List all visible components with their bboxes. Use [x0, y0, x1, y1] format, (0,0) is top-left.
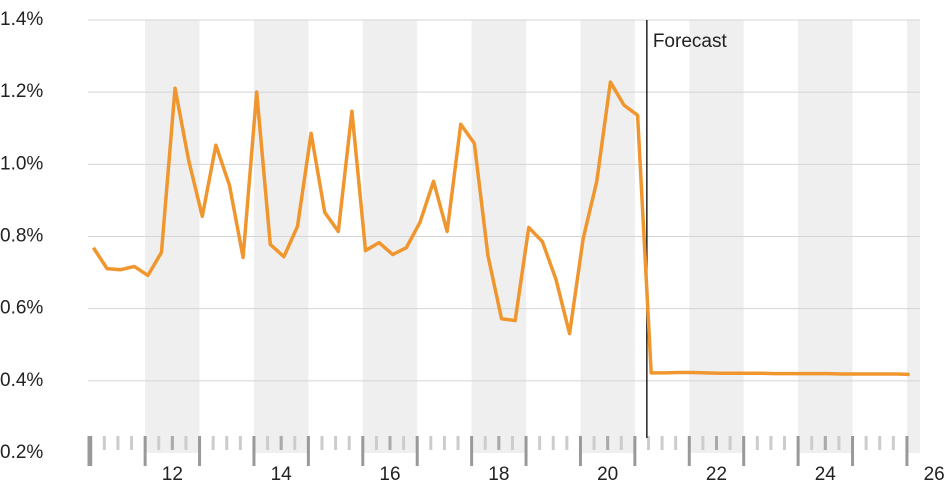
y-tick-label: 1.2% — [0, 81, 43, 102]
x-tick-label: 16 — [379, 464, 400, 485]
x-tick-label: 26 — [924, 464, 945, 485]
x-tick-label: 18 — [488, 464, 509, 485]
y-tick-label: 0.8% — [0, 226, 43, 247]
y-tick-label: 0.2% — [0, 442, 43, 463]
y-tick-label: 1.0% — [0, 153, 43, 174]
x-tick-label: 20 — [597, 464, 618, 485]
y-tick-label: 1.4% — [0, 9, 43, 30]
forecast-label: Forecast — [653, 31, 728, 52]
y-tick-label: 0.6% — [0, 298, 43, 319]
y-tick-label: 0.4% — [0, 370, 43, 391]
x-tick-label: 12 — [162, 464, 183, 485]
x-tick-label: 14 — [271, 464, 293, 485]
x-tick-label: 24 — [815, 464, 837, 485]
line — [91, 80, 910, 377]
x-tick-label: 22 — [706, 464, 727, 485]
